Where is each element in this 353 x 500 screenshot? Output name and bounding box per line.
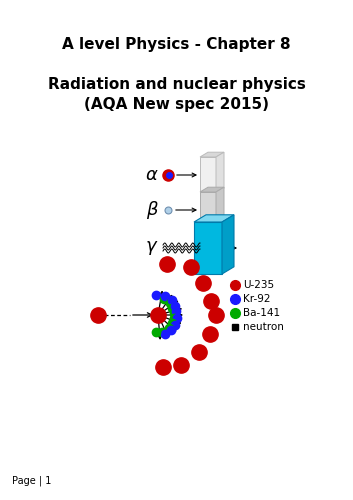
- Text: Kr-92: Kr-92: [243, 294, 270, 304]
- Text: Page | 1: Page | 1: [12, 476, 52, 486]
- Text: U-235: U-235: [243, 280, 274, 290]
- Polygon shape: [216, 152, 224, 193]
- Text: $\beta$: $\beta$: [145, 199, 158, 221]
- Polygon shape: [194, 215, 234, 222]
- Text: neutron: neutron: [243, 322, 284, 332]
- Text: $\gamma$: $\gamma$: [145, 239, 159, 257]
- Polygon shape: [200, 152, 224, 157]
- Text: Radiation and nuclear physics: Radiation and nuclear physics: [48, 78, 305, 92]
- Polygon shape: [200, 187, 224, 192]
- Bar: [200, 157, 216, 193]
- Text: $\alpha$: $\alpha$: [145, 166, 159, 184]
- Polygon shape: [216, 187, 224, 228]
- Text: (AQA New spec 2015): (AQA New spec 2015): [84, 98, 269, 112]
- Text: Ba-141: Ba-141: [243, 308, 280, 318]
- Bar: [200, 192, 216, 228]
- Polygon shape: [222, 215, 234, 274]
- Bar: [194, 222, 222, 274]
- Text: A level Physics - Chapter 8: A level Physics - Chapter 8: [62, 38, 291, 52]
